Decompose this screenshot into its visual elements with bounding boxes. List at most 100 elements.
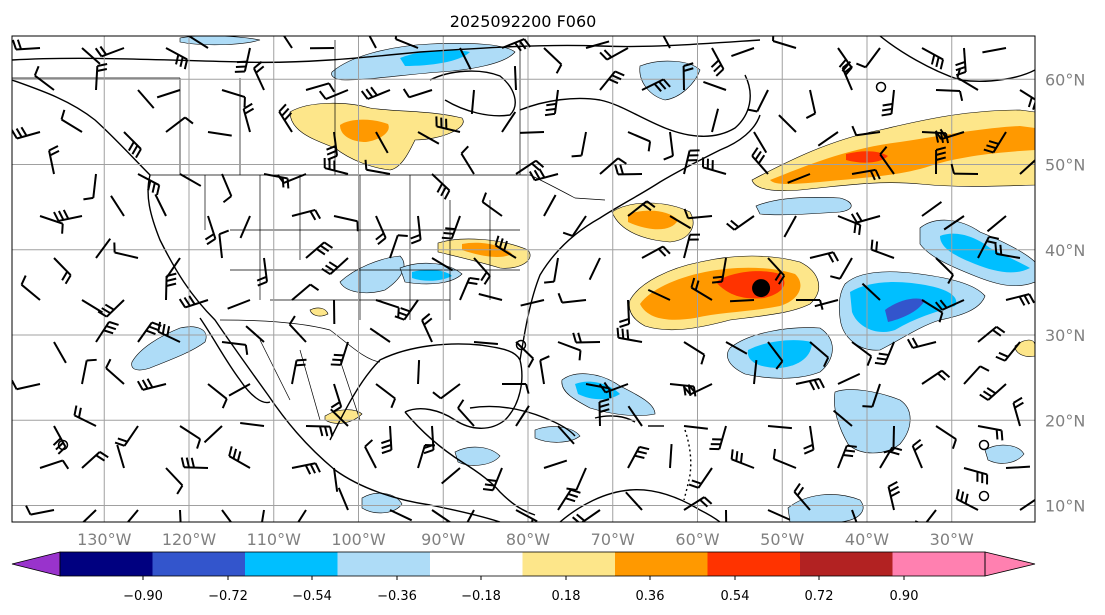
wind-barb: [221, 341, 249, 355]
wind-barbs: [12, 36, 1035, 522]
colorbar-segment: [245, 552, 338, 576]
wind-barb: [599, 70, 625, 91]
wind-barb: [441, 215, 461, 240]
wind-barb: [179, 425, 202, 449]
coast-hudson: [429, 70, 516, 117]
wind-barb: [571, 509, 601, 522]
wind-barb: [977, 325, 1006, 343]
wind-barb: [12, 39, 41, 51]
wind-barb: [955, 489, 979, 511]
wind-barb: [683, 208, 713, 220]
wind-barb: [245, 325, 265, 343]
wind-barb: [207, 131, 232, 137]
wind-barb: [441, 467, 461, 485]
wind-barb: [154, 194, 167, 217]
latitude-label: 10°N: [1045, 497, 1085, 516]
wind-barb: [81, 451, 109, 469]
colorbar-tick-label: −0.90: [123, 589, 163, 604]
wind-barb: [963, 467, 989, 485]
wind-barb: [832, 409, 853, 427]
wind-barb: [793, 482, 811, 511]
anomaly-epac-neg: [131, 326, 207, 371]
wind-barb: [137, 89, 155, 109]
wind-barb: [457, 399, 475, 427]
longitude-label: 50°W: [760, 530, 804, 549]
wind-barb: [688, 467, 713, 489]
wind-barb: [515, 405, 530, 427]
wind-barb: [240, 422, 265, 427]
colorbar-tick-label: 0.18: [552, 589, 581, 604]
wind-barb: [482, 467, 503, 492]
wind-barb: [729, 299, 755, 303]
wind-barb: [501, 111, 517, 133]
wind-barb: [95, 238, 112, 259]
wind-barb: [809, 251, 840, 263]
wind-barb: [841, 60, 854, 91]
anomaly-shading: [131, 36, 1035, 522]
wind-barb: [53, 209, 83, 222]
wind-barb: [1012, 396, 1024, 427]
wind-barb: [767, 509, 791, 521]
wind-barb: [60, 109, 83, 133]
coast-west: [12, 79, 501, 522]
wind-barb: [394, 299, 419, 321]
wind-barb: [501, 383, 530, 394]
longitude-label: 80°W: [506, 530, 550, 549]
wind-barb: [368, 36, 377, 49]
wind-barb: [1005, 293, 1035, 306]
wind-barb: [669, 443, 673, 469]
wind-barb: [935, 425, 958, 449]
coast-cuba: [469, 405, 576, 437]
wind-barb: [459, 276, 480, 301]
colorbar: −0.90 −0.72 −0.54 −0.36 −0.18 0.18 0.36 0.54 0.7…: [11, 551, 1036, 604]
wind-barb: [977, 235, 1000, 259]
wind-barb: [228, 383, 251, 397]
wind-barb: [683, 149, 700, 175]
anomaly-natl-band-mid: [770, 126, 1035, 184]
wind-barb: [297, 509, 307, 522]
wind-barb: [837, 372, 861, 385]
wind-barb: [682, 62, 694, 91]
longitude-labels: 130°W 120°W 110°W 100°W 90°W 80°W 70°W 60°W 50°W…: [77, 530, 974, 549]
wind-barb: [431, 257, 454, 272]
border-mexico-states: [259, 339, 361, 421]
wind-barb: [278, 103, 293, 133]
coast-central-america: [404, 411, 536, 516]
wind-barb: [187, 36, 209, 49]
wind-barb: [227, 299, 251, 310]
calm-marker: [515, 339, 527, 351]
wind-barb: [326, 131, 339, 161]
wind-barb: [323, 158, 349, 175]
wind-barb: [747, 89, 769, 113]
wind-barb: [879, 446, 903, 469]
wind-barb: [709, 425, 727, 451]
wind-barb: [48, 145, 60, 175]
colorbar-extend-low: [11, 551, 61, 577]
wind-barb: [417, 131, 440, 145]
wind-barb: [662, 36, 671, 49]
wind-barb: [572, 332, 601, 344]
wind-barb: [543, 47, 563, 74]
wind-barb: [783, 215, 797, 238]
wind-barb: [683, 341, 706, 365]
wind-barb: [364, 159, 391, 175]
wind-barb: [921, 201, 943, 217]
wind-barb: [934, 128, 965, 141]
wind-barb: [82, 509, 97, 522]
wind-barb: [25, 505, 55, 516]
wind-barb: [921, 299, 944, 323]
wind-barb: [318, 89, 349, 101]
wind-barb: [837, 215, 862, 235]
wind-barb: [81, 47, 101, 65]
wind-barb: [515, 341, 535, 368]
latitude-label: 50°N: [1045, 156, 1085, 175]
colorbar-segment: [800, 552, 893, 576]
colorbar-tick-label: 0.36: [636, 589, 665, 604]
wind-barb: [711, 257, 727, 284]
wind-barb: [459, 47, 472, 70]
wind-barb: [753, 131, 768, 154]
wind-barb: [772, 448, 797, 469]
wind-barb: [870, 239, 895, 259]
wind-barb: [803, 425, 815, 455]
wind-barb: [557, 341, 582, 361]
